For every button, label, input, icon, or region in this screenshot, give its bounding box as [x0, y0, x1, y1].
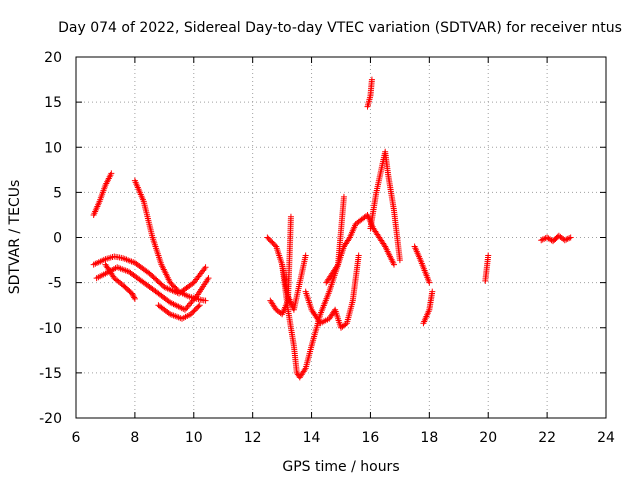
- series-arc-k: [323, 211, 397, 286]
- data-point: [185, 302, 192, 309]
- data-markers: [90, 76, 574, 381]
- y-tick-label: -5: [48, 276, 62, 292]
- x-tick-label: 24: [597, 430, 615, 446]
- data-point: [169, 282, 176, 289]
- series-arc-p: [482, 252, 492, 284]
- data-point: [202, 264, 209, 271]
- data-point: [287, 213, 294, 220]
- data-point: [396, 257, 403, 264]
- x-tick-label: 10: [185, 430, 203, 446]
- data-point: [264, 234, 271, 241]
- grid: [76, 57, 606, 418]
- data-point: [485, 252, 492, 259]
- data-point: [269, 239, 276, 246]
- data-point: [271, 242, 278, 249]
- x-tick-label: 6: [72, 430, 81, 446]
- data-point: [131, 295, 138, 302]
- x-axis-label: GPS time / hours: [282, 459, 399, 475]
- data-point: [196, 302, 203, 309]
- data-point: [191, 307, 198, 314]
- data-point: [342, 321, 349, 328]
- data-point: [168, 280, 175, 287]
- series-arc-b: [102, 261, 138, 302]
- data-point: [266, 237, 273, 244]
- x-tick-label: 16: [362, 430, 380, 446]
- y-tick-label: -20: [39, 411, 62, 427]
- y-tick-label: 20: [44, 50, 62, 66]
- x-tick-label: 20: [479, 430, 497, 446]
- data-point: [564, 235, 571, 242]
- x-tick-label: 8: [130, 430, 139, 446]
- data-point: [205, 275, 212, 282]
- data-point: [302, 252, 309, 259]
- data-point: [130, 293, 137, 300]
- data-point: [187, 311, 194, 318]
- data-point: [270, 240, 277, 247]
- data-point: [173, 286, 180, 293]
- data-point: [202, 297, 209, 304]
- series-arc-m: [367, 148, 403, 264]
- data-point: [539, 236, 546, 243]
- series-arc-d: [93, 264, 212, 313]
- data-point: [195, 303, 202, 310]
- data-point: [190, 308, 197, 315]
- chart-title: Day 074 of 2022, Sidereal Day-to-day VTE…: [58, 20, 622, 36]
- axis-ticks: 6 8 10 12 14 16 18 20 22 24 -20 -15 -10 -5 0 5 10 15 20: [39, 50, 615, 446]
- x-tick-label: 14: [303, 430, 321, 446]
- data-point: [563, 236, 570, 243]
- data-point: [429, 288, 436, 295]
- data-point: [192, 306, 199, 313]
- data-point: [187, 300, 194, 307]
- data-point: [183, 305, 190, 312]
- series-arc-e: [131, 177, 209, 304]
- series-arc-q: [538, 232, 574, 245]
- data-point: [194, 304, 201, 311]
- data-point: [391, 261, 397, 268]
- data-point: [426, 279, 433, 286]
- data-point: [538, 237, 545, 244]
- series-arc-l: [364, 76, 375, 110]
- data-point: [172, 284, 179, 291]
- y-tick-label: 5: [53, 185, 62, 201]
- y-tick-label: -15: [39, 366, 62, 382]
- y-tick-label: 10: [44, 140, 62, 156]
- data-point: [189, 309, 196, 316]
- data-point: [167, 279, 174, 286]
- data-point: [165, 310, 172, 317]
- data-point: [340, 193, 347, 200]
- data-point: [131, 294, 138, 301]
- series-arc-j: [302, 252, 362, 331]
- y-tick-label: 0: [53, 231, 62, 247]
- series-arc-f: [155, 302, 203, 322]
- x-tick-label: 22: [538, 430, 556, 446]
- data-point: [174, 287, 181, 294]
- y-axis-label: SDTVAR / TECUs: [7, 180, 23, 295]
- data-point: [129, 291, 136, 298]
- x-tick-label: 18: [420, 430, 438, 446]
- y-tick-label: -10: [39, 321, 62, 337]
- series-arc-o: [420, 288, 436, 327]
- data-point: [165, 298, 172, 305]
- data-point: [108, 170, 115, 177]
- data-point: [265, 235, 272, 242]
- series-arc-a-rise: [90, 170, 115, 218]
- y-tick-label: 15: [44, 95, 62, 111]
- series-arc-n: [411, 243, 433, 286]
- series-arc-c: [90, 253, 209, 297]
- data-point: [128, 290, 135, 297]
- data-point: [355, 252, 362, 259]
- data-point: [566, 235, 573, 242]
- data-point: [189, 280, 196, 287]
- x-tick-label: 12: [244, 430, 262, 446]
- data-point: [268, 238, 275, 245]
- data-point: [561, 237, 568, 244]
- data-point: [368, 76, 375, 83]
- data-point: [171, 283, 178, 290]
- data-point: [567, 234, 574, 241]
